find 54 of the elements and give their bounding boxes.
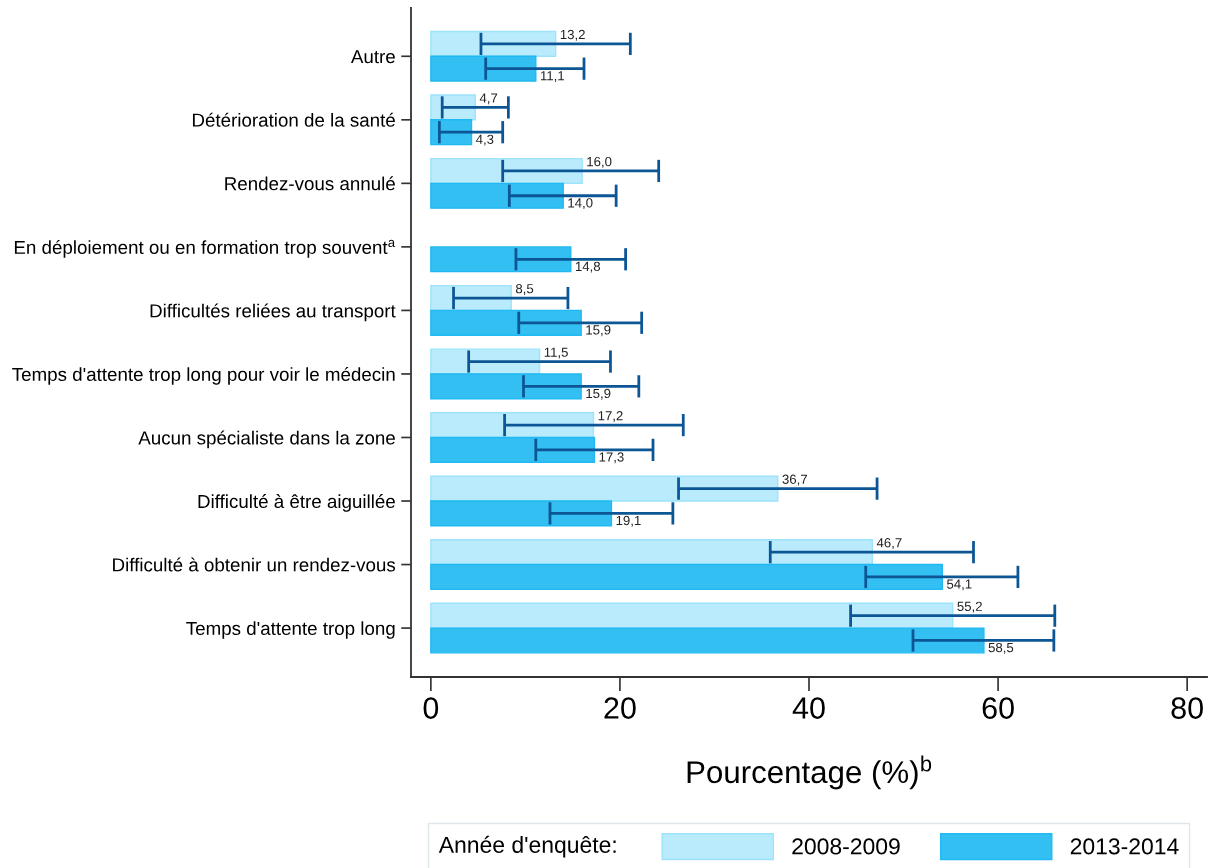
bar [430, 563, 943, 591]
data-label: 13,2 [560, 29, 585, 41]
y-tick-label: En déploiement ou en formation trop souvent$^{a}$ [14, 239, 396, 258]
data-label: 14,8 [575, 261, 601, 273]
x-tick-label: 0 [423, 697, 439, 719]
data-label: 4,7 [479, 93, 498, 105]
legend-label: 2008-2009 [792, 838, 900, 855]
x-axis-title: Pourcentage (%)$^{b}$ [687, 755, 932, 790]
bar [430, 284, 512, 312]
bar [430, 373, 582, 400]
y-tick-label: Temps d'attente trop long pour voir le médecin [12, 367, 395, 385]
data-label: 15,9 [586, 388, 611, 400]
y-tick-label: Aucun spécialiste dans la zone [138, 430, 395, 449]
bar [430, 55, 537, 82]
data-label: 15,9 [586, 325, 611, 337]
bar [430, 246, 572, 273]
data-label: 14,0 [568, 198, 593, 210]
bar [430, 436, 596, 463]
data-label: 17,3 [599, 452, 624, 464]
data-label: 58,5 [988, 642, 1014, 654]
data-label: 54,1 [946, 579, 972, 591]
data-label: 16,0 [587, 156, 612, 168]
data-label: 11,5 [544, 347, 568, 359]
data-label: 11,1 [540, 71, 565, 83]
data-label: 19,1 [616, 515, 641, 527]
x-tick-label: 20 [604, 697, 636, 719]
legend-title: Année d'enquête: [438, 835, 616, 858]
bar [430, 30, 557, 57]
legend-label: 2013-2014 [1070, 838, 1179, 855]
bar [430, 412, 595, 439]
x-tick-label: 60 [982, 697, 1014, 719]
y-tick-label: Difficulté à obtenir un rendez-vous [113, 557, 396, 572]
y-tick-label: Autre [350, 50, 395, 64]
x-tick-label: 80 [1171, 697, 1203, 719]
bar [430, 627, 985, 654]
bar [430, 602, 954, 629]
data-label: 46,7 [876, 538, 902, 550]
y-tick-label: Difficulté à être aiguillée [198, 494, 395, 512]
bar [430, 475, 779, 502]
data-label: 8,5 [515, 283, 534, 295]
y-tick-label: Difficultés reliées au transport [150, 303, 396, 322]
data-label: 17,2 [598, 411, 623, 422]
data-label: 36,7 [782, 474, 807, 486]
bar [430, 182, 564, 209]
x-tick-label: 40 [792, 697, 825, 719]
data-label: 55,2 [957, 601, 982, 613]
bar [430, 309, 582, 336]
bar [430, 157, 583, 185]
y-tick-label: Détérioration de la santé [192, 112, 395, 127]
data-label: 4,3 [475, 134, 494, 146]
y-tick-label: Rendez-vous annulé [225, 176, 395, 191]
bar [430, 539, 874, 566]
y-tick-label: Temps d'attente trop long [186, 621, 395, 639]
bar [430, 500, 613, 527]
